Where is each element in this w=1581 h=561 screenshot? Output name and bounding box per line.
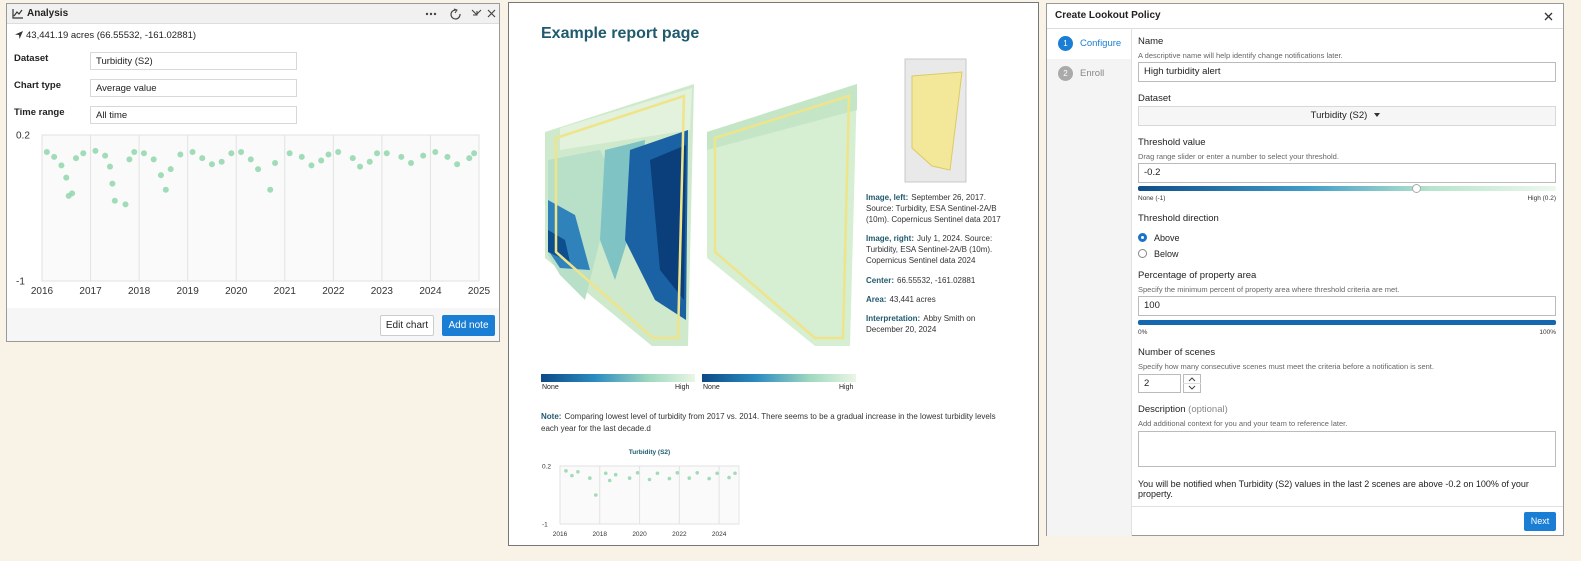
footer-rule: [1132, 506, 1563, 507]
steps-sidebar: [1047, 29, 1132, 536]
step-label[interactable]: Enroll: [1080, 68, 1105, 79]
field-value[interactable]: Average value: [90, 79, 297, 97]
caption-label: Area:: [866, 295, 887, 304]
field-label: Dataset: [14, 53, 49, 64]
legend-high: High: [839, 384, 854, 391]
dialog-header: [1047, 4, 1563, 29]
dataset-select[interactable]: Turbidity (S2): [1138, 106, 1556, 126]
slider-max-label: High (0.2): [1527, 195, 1556, 202]
caption: Center: 66.55532, -161.02881: [866, 275, 1006, 286]
field-label: Percentage of property area: [1138, 270, 1257, 281]
radio[interactable]: [1138, 249, 1147, 258]
dataset-value: Turbidity (S2): [1310, 110, 1368, 121]
caption: Image, left: September 26, 2017. Source: …: [866, 192, 1006, 225]
caption-text: 66.55532, -161.02881: [897, 276, 976, 285]
field-label: Threshold value: [1138, 137, 1206, 148]
threshold-input[interactable]: -0.2: [1138, 163, 1556, 183]
legend-low: None: [542, 384, 559, 391]
caption-text: July 1, 2024. Source: Turbidity, ESA Sen…: [866, 234, 993, 265]
report-title: Example report page: [541, 25, 700, 42]
summary: You will be notified when Turbidity (S2)…: [1138, 479, 1529, 499]
area-input[interactable]: 100: [1138, 296, 1556, 316]
caption: Image, right: July 1, 2024. Source: Turbi…: [866, 233, 1006, 266]
field-hint: A descriptive name will help identify ch…: [1138, 51, 1343, 60]
caption-text: 43,441 acres: [889, 295, 936, 304]
caret: [1374, 113, 1381, 117]
panel-header: [7, 4, 499, 24]
caption-label: Image, left:: [866, 193, 909, 202]
caption: Interpretation: Abby Smith on December 20…: [866, 313, 1006, 335]
report-panel: Example report page None High None High …: [508, 2, 1039, 546]
caption-label: Center:: [866, 276, 895, 285]
area-slider[interactable]: [1138, 320, 1556, 325]
description-label: Description: [1138, 404, 1186, 415]
field-hint: Specify the minimum percent of property …: [1138, 285, 1400, 294]
dialog-title: Create Lookout Policy: [1055, 10, 1161, 21]
chart-icon: [12, 9, 23, 19]
edit-chart-button[interactable]: Edit chart: [380, 315, 434, 336]
field-label: Threshold direction: [1138, 213, 1219, 224]
location: 43,441.19 acres (66.55532, -161.02881): [26, 30, 197, 41]
step-label[interactable]: Configure: [1080, 38, 1122, 49]
close-button[interactable]: [1544, 12, 1553, 21]
note: Note: Comparing lowest level of turbidity…: [541, 411, 1006, 435]
field-hint: Specify how many consecutive scenes must…: [1138, 362, 1434, 371]
optional-label: (optional): [1188, 404, 1228, 415]
header-icons[interactable]: [422, 7, 497, 21]
caption-text: Abby Smith on December 20, 2024: [866, 314, 976, 334]
legend-high: High: [675, 384, 690, 391]
slider-thumb[interactable]: [1412, 184, 1422, 193]
next-button[interactable]: Next: [1524, 512, 1556, 531]
slider-min-label: None (-1): [1138, 195, 1166, 202]
radio[interactable]: [1138, 233, 1147, 242]
field-value[interactable]: All time: [90, 106, 297, 124]
radio-label[interactable]: Below: [1154, 249, 1179, 259]
field-hint: Drag range slider or enter a number to s…: [1138, 152, 1339, 161]
step-number: 2: [1058, 66, 1073, 81]
spinner[interactable]: [1183, 374, 1201, 393]
field-label: Dataset: [1138, 93, 1171, 104]
slider-max-label: 100%: [1539, 329, 1556, 336]
slider-min-label: 0%: [1138, 329, 1148, 336]
scenes-input[interactable]: 2: [1138, 374, 1181, 393]
caption-text: September 26, 2017. Source: Turbidity, E…: [866, 193, 1001, 224]
field-value[interactable]: Turbidity (S2): [90, 52, 297, 70]
analysis-panel: Analysis 43,441.19 acres (66.55532, -161…: [6, 3, 500, 342]
step-number: 1: [1058, 36, 1073, 51]
field-label: Name: [1138, 36, 1164, 47]
description-input[interactable]: [1138, 431, 1556, 467]
radio-label[interactable]: Above: [1154, 233, 1180, 243]
caption-label: Image, right:: [866, 234, 915, 243]
note-text: Comparing lowest level of turbidity from…: [541, 412, 996, 433]
field-label: Time range: [14, 107, 65, 118]
caption-label: Interpretation:: [866, 314, 921, 323]
name-input[interactable]: High turbidity alert: [1138, 62, 1556, 82]
field-label: Number of scenes: [1138, 347, 1216, 358]
field-label: Chart type: [14, 80, 61, 91]
field-label: Description (optional): [1138, 404, 1228, 415]
threshold-slider[interactable]: [1138, 184, 1556, 193]
location-icon: [15, 31, 23, 39]
note-label: Note:: [541, 412, 562, 421]
caption: Area: 43,441 acres: [866, 294, 1006, 305]
add-note-button[interactable]: Add note: [442, 315, 495, 336]
legend-low: None: [703, 384, 720, 391]
policy-dialog: Create Lookout Policy 1 Configure 2 Enro…: [1046, 3, 1564, 536]
panel-title: Analysis: [27, 8, 69, 19]
slider-fill: [1138, 320, 1556, 325]
field-hint: Add additional context for you and your …: [1138, 419, 1348, 428]
